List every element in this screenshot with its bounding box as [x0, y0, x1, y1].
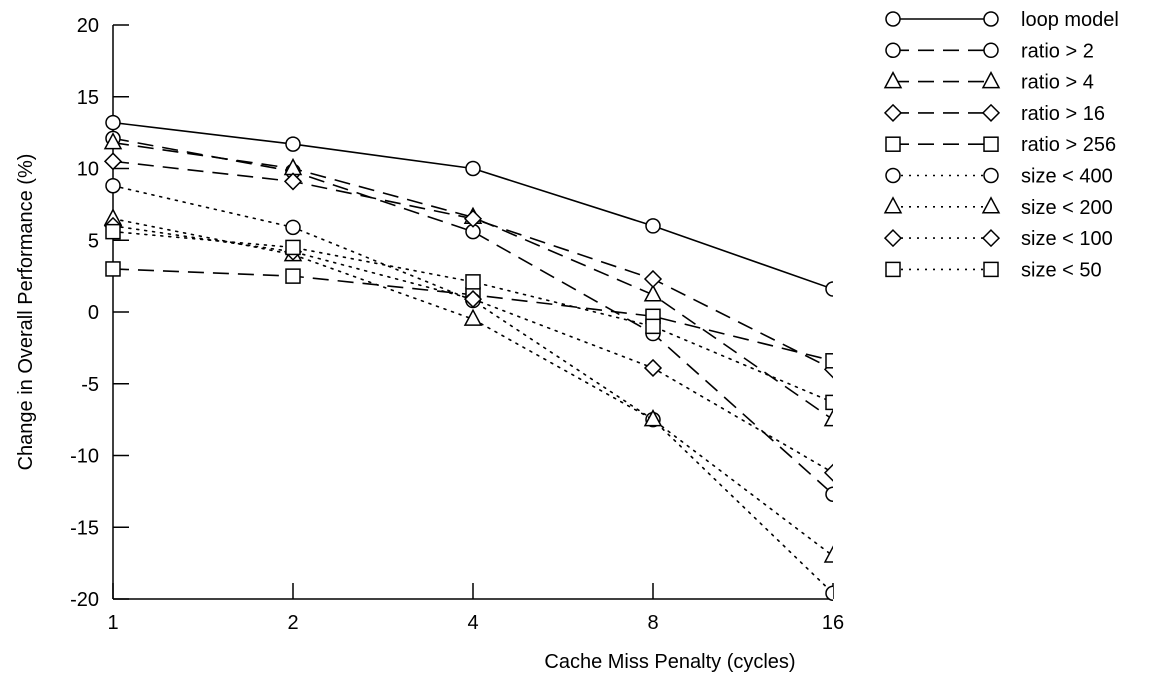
x-tick-label: 8	[647, 612, 658, 634]
legend-label: loop model	[1021, 9, 1119, 31]
data-point	[285, 219, 301, 236]
series-line	[112, 217, 833, 557]
legend-entry: size < 100	[883, 228, 1113, 250]
y-tick-label: -20	[70, 589, 99, 611]
plot-series	[103, 114, 833, 602]
data-point	[105, 223, 121, 240]
legend-label: size < 100	[1021, 228, 1113, 250]
data-point	[823, 545, 833, 563]
legend-marker	[983, 42, 999, 59]
y-tick-label: -15	[70, 517, 99, 539]
legend-marker	[981, 229, 1001, 248]
legend-entry: ratio > 16	[883, 103, 1105, 125]
data-point	[105, 114, 121, 131]
legend-label: size < 50	[1021, 259, 1102, 281]
data-point	[105, 177, 121, 194]
series-line	[112, 141, 833, 421]
legend-marker	[883, 196, 903, 214]
legend-label: size < 200	[1021, 197, 1113, 219]
data-point	[643, 284, 663, 302]
series-line	[112, 121, 833, 290]
data-point	[825, 486, 833, 502]
y-tick-label: -5	[81, 374, 99, 396]
data-point	[285, 239, 301, 256]
series-loop-model	[105, 114, 833, 297]
x-axis-title: Cache Miss Penalty (cycles)	[544, 651, 795, 673]
legend-marker	[983, 167, 999, 184]
legend-label: size < 400	[1021, 166, 1113, 188]
data-point	[463, 209, 483, 228]
legend-label: ratio > 16	[1021, 103, 1105, 125]
series-line	[112, 230, 833, 404]
series-line	[112, 160, 833, 371]
series-line	[112, 225, 833, 474]
x-tick-label: 16	[822, 612, 844, 634]
data-point	[825, 394, 833, 411]
legend-marker	[983, 261, 999, 278]
y-tick-label: 15	[77, 87, 99, 109]
legend-marker	[883, 103, 903, 122]
x-tick-label: 1	[107, 612, 118, 634]
series-size-400	[105, 177, 833, 602]
series-size-200	[103, 208, 833, 563]
series-ratio-16	[103, 152, 833, 379]
legend-marker	[981, 196, 1001, 214]
legend-marker	[981, 71, 1001, 89]
series-size-50	[105, 223, 833, 411]
legend-marker	[885, 136, 901, 152]
legend-marker	[883, 71, 903, 89]
y-tick-label: 10	[77, 159, 99, 181]
legend-entry: size < 50	[885, 259, 1102, 281]
data-point	[825, 353, 833, 369]
data-point	[463, 308, 483, 326]
data-point	[825, 585, 833, 602]
data-point	[285, 136, 301, 152]
data-point	[465, 274, 481, 290]
legend-marker	[981, 103, 1001, 122]
legend-marker	[885, 167, 901, 184]
y-tick-label: 0	[88, 302, 99, 324]
data-point	[643, 269, 663, 289]
data-point	[465, 160, 481, 177]
legend-entry: ratio > 2	[885, 40, 1094, 62]
data-point	[283, 172, 303, 191]
data-point	[823, 409, 833, 427]
legend-entry: ratio > 256	[885, 134, 1116, 156]
legend-entry: size < 400	[885, 166, 1113, 188]
legend-entry: size < 200	[883, 196, 1113, 219]
legend-marker	[983, 11, 999, 27]
y-tick-label: 20	[77, 15, 99, 37]
legend-entry: ratio > 4	[883, 71, 1094, 94]
data-point	[285, 268, 301, 284]
legend-label: ratio > 2	[1021, 40, 1094, 62]
x-tick-label: 2	[287, 612, 298, 634]
legend-marker	[885, 11, 901, 27]
data-point	[103, 132, 123, 150]
legend-label: ratio > 4	[1021, 72, 1094, 94]
series-line	[112, 184, 833, 595]
data-point	[823, 463, 833, 482]
data-point	[645, 318, 661, 335]
legend-marker	[983, 136, 999, 152]
legend-label: ratio > 256	[1021, 134, 1116, 156]
legend-marker	[885, 261, 901, 278]
data-point	[825, 281, 833, 297]
y-axis-title: Change in Overall Performance (%)	[15, 154, 37, 471]
data-point	[643, 358, 663, 378]
y-tick-label: -10	[70, 446, 99, 468]
legend-marker	[885, 42, 901, 59]
data-point	[463, 290, 483, 309]
y-tick-label: 5	[88, 230, 99, 252]
legend-entry: loop model	[885, 9, 1119, 31]
legend: loop model ratio > 2 ratio > 4 ratio > 16 ra…	[883, 9, 1119, 281]
legend-marker	[883, 229, 903, 248]
data-point	[103, 152, 123, 171]
data-point	[643, 409, 663, 427]
x-tick-label: 4	[467, 612, 478, 634]
data-point	[645, 218, 661, 234]
series-line	[112, 137, 833, 495]
data-point	[105, 261, 121, 277]
